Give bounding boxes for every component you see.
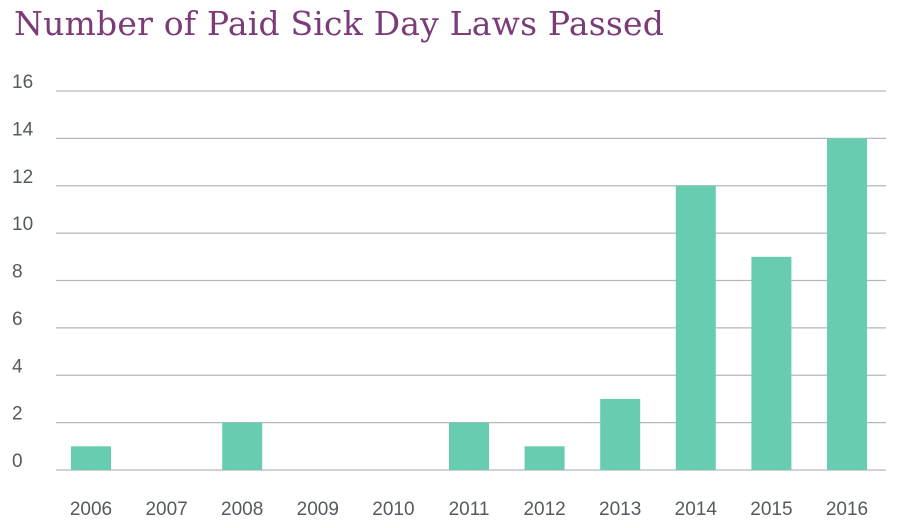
y-tick-label: 4 bbox=[12, 356, 23, 377]
bar-2012 bbox=[524, 446, 565, 470]
chart-title: Number of Paid Sick Day Laws Passed bbox=[14, 4, 665, 43]
bar-2006 bbox=[71, 446, 111, 470]
x-tick-label: 2011 bbox=[449, 499, 490, 520]
y-tick-label: 6 bbox=[12, 309, 23, 330]
y-tick-label: 16 bbox=[12, 72, 33, 93]
x-tick-label: 2008 bbox=[221, 499, 263, 520]
x-tick-label: 2010 bbox=[372, 499, 414, 520]
y-tick-label: 2 bbox=[12, 404, 23, 425]
y-tick-label: 0 bbox=[12, 451, 23, 472]
x-tick-label: 2009 bbox=[297, 499, 339, 520]
x-tick-label: 2013 bbox=[599, 499, 641, 520]
x-tick-label: 2012 bbox=[523, 499, 565, 520]
x-tick-label: 2007 bbox=[145, 499, 187, 520]
x-axis-ticks: 2006 2007 2008 2009 2010 2011 2012 2013 2014 2015… bbox=[70, 499, 868, 520]
bar-2008 bbox=[222, 422, 263, 470]
bar-2013 bbox=[600, 398, 641, 470]
x-tick-label: 2014 bbox=[675, 499, 718, 520]
y-axis-ticks: 0 2 4 6 8 10 12 14 16 bbox=[12, 72, 34, 472]
bar-2014 bbox=[675, 185, 716, 470]
x-tick-label: 2016 bbox=[826, 499, 868, 520]
x-tick-label: 2015 bbox=[750, 499, 792, 520]
bars bbox=[71, 138, 867, 470]
y-tick-label: 12 bbox=[12, 167, 33, 188]
x-tick-label: 2006 bbox=[70, 499, 112, 520]
bar-2015 bbox=[751, 256, 792, 470]
y-tick-label: 14 bbox=[12, 119, 34, 140]
bar-2011 bbox=[449, 422, 489, 470]
bar-2016 bbox=[827, 138, 867, 470]
y-tick-label: 10 bbox=[12, 214, 33, 235]
y-tick-label: 8 bbox=[12, 262, 23, 283]
